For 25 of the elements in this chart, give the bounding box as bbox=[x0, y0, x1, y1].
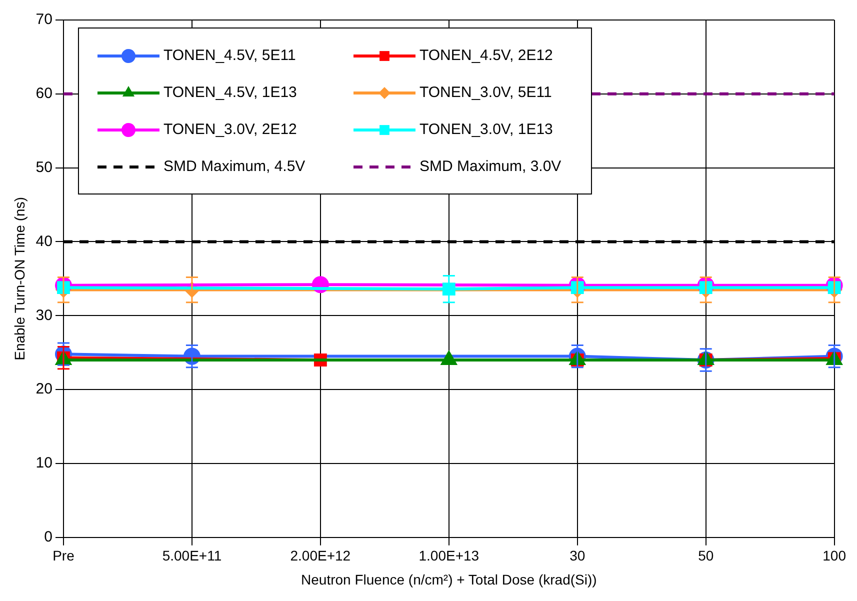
x-tick-label: 2.00E+12 bbox=[290, 548, 351, 564]
legend-label: TONEN_4.5V, 1E13 bbox=[163, 84, 297, 102]
legend-label: TONEN_4.5V, 2E12 bbox=[419, 47, 553, 64]
x-tick-label: 50 bbox=[698, 548, 714, 564]
y-tick-label: 30 bbox=[36, 306, 52, 324]
legend-label: TONEN_3.0V, 2E12 bbox=[163, 121, 297, 138]
x-tick-label: 30 bbox=[570, 548, 586, 564]
x-axis-title: Neutron Fluence (n/cm²) + Total Dose (krad(Si)) bbox=[301, 571, 597, 588]
legend-label: SMD Maximum, 3.0V bbox=[419, 158, 562, 176]
y-tick-label: 40 bbox=[36, 232, 52, 250]
y-axis-title: Enable Turn-ON Time (ns) bbox=[11, 197, 28, 360]
x-tick-label: 100 bbox=[822, 548, 846, 564]
legend-label: SMD Maximum, 4.5V bbox=[163, 158, 306, 176]
y-tick-label: 60 bbox=[36, 85, 52, 102]
legend-label: TONEN_3.0V, 1E13 bbox=[419, 121, 553, 138]
y-tick-label: 50 bbox=[36, 158, 52, 176]
legend-label: TONEN_4.5V, 5E11 bbox=[163, 47, 296, 64]
y-tick-label: 70 bbox=[36, 11, 52, 28]
x-tick-label: Pre bbox=[52, 548, 75, 564]
y-tick-label: 0 bbox=[44, 528, 52, 546]
x-tick-label: 1.00E+13 bbox=[418, 548, 480, 564]
legend-label: TONEN_3.0V, 5E11 bbox=[419, 84, 552, 102]
x-tick-label: 5.00E+11 bbox=[162, 548, 222, 564]
y-tick-label: 20 bbox=[36, 380, 52, 398]
y-tick-label: 10 bbox=[36, 454, 52, 472]
